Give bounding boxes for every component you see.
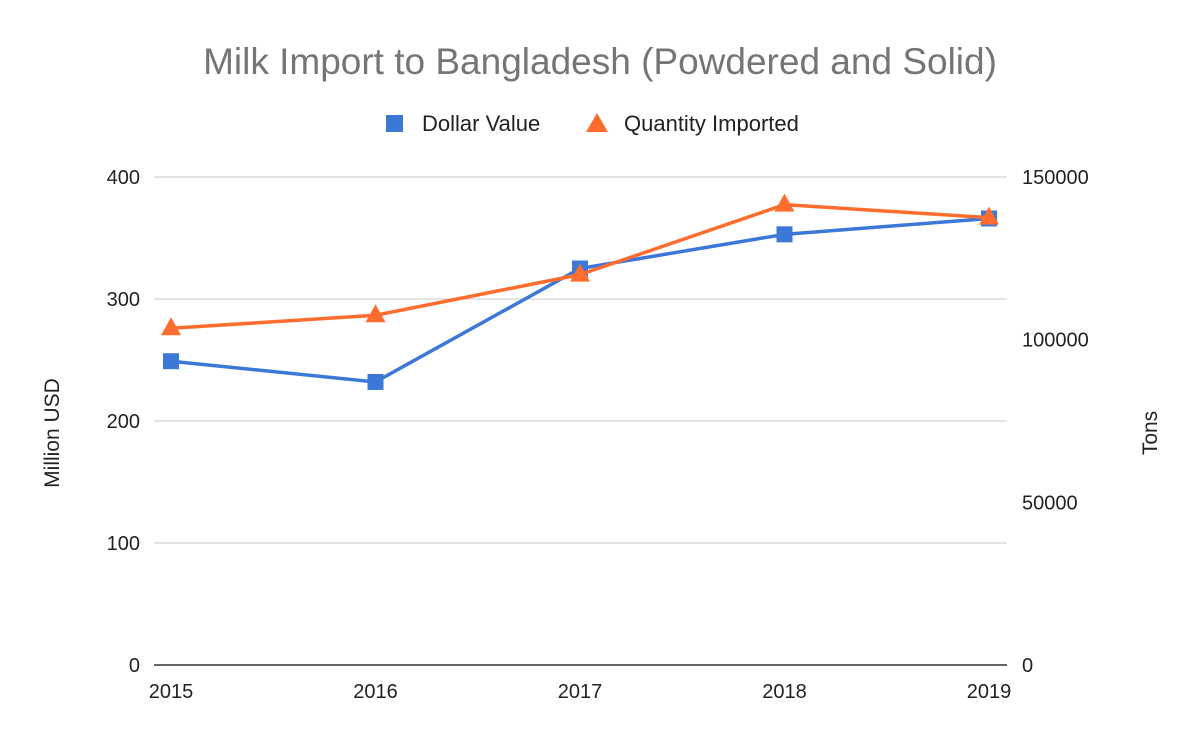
gridlines [154,176,1007,666]
x-tick-label: 2015 [149,681,194,703]
left-tick-label: 400 [107,167,140,189]
right-tick-label: 150000 [1022,167,1089,189]
right-axis-ticks: 0 50000 100000 150000 [1022,167,1089,677]
left-tick-label: 300 [107,289,140,311]
left-tick-label: 200 [107,411,140,433]
data-point-triangle[interactable] [365,304,386,323]
left-tick-label: 0 [129,655,140,677]
legend-label-dollar-value: Dollar Value [422,111,540,136]
series-dollar-value [163,210,997,390]
left-axis-ticks: 0 100 200 300 400 [107,167,140,677]
legend-item-dollar-value[interactable]: Dollar Value [386,111,540,136]
right-axis-title: Tons [1139,411,1162,455]
data-point-triangle[interactable] [570,263,590,282]
x-tick-label: 2019 [967,681,1012,703]
data-point-triangle[interactable] [979,206,999,225]
data-point-triangle[interactable] [774,193,795,212]
data-point-square[interactable] [163,353,179,370]
legend-square-marker-icon [386,115,403,132]
right-tick-label: 50000 [1022,492,1078,514]
x-tick-label: 2017 [558,681,603,703]
legend: Dollar Value Quantity Imported [386,111,799,136]
x-tick-label: 2018 [762,681,807,703]
right-tick-label: 100000 [1022,330,1089,352]
series-quantity-imported [161,193,999,336]
legend-triangle-marker-icon [586,113,608,132]
data-point-square[interactable] [776,226,793,243]
data-point-square[interactable] [367,373,384,390]
data-point-triangle[interactable] [161,317,181,336]
left-axis-title: Million USD [41,378,64,488]
legend-label-quantity-imported: Quantity Imported [624,111,799,136]
series-line [169,216,991,384]
x-axis-ticks: 2015 2016 2017 2018 2019 [149,681,1012,703]
right-tick-label: 0 [1022,655,1033,677]
x-tick-label: 2016 [353,681,398,703]
legend-item-quantity-imported[interactable]: Quantity Imported [586,111,799,136]
chart-title: Milk Import to Bangladesh (Powdered and … [203,41,997,82]
series-layer [161,193,999,390]
left-tick-label: 100 [107,533,140,555]
